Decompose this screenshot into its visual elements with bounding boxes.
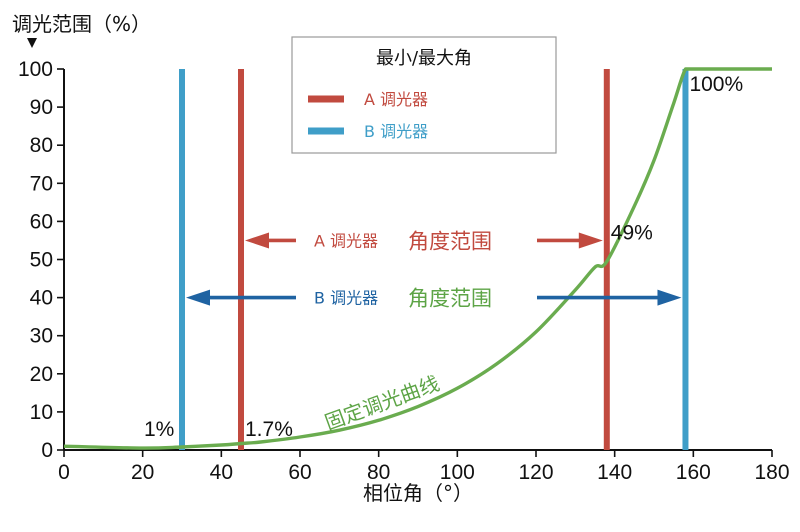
- arrow-left-icon: [245, 232, 269, 249]
- legend-item-label: B 调光器: [364, 122, 428, 141]
- data-label: 1.7%: [245, 418, 293, 441]
- y-tick-label: 40: [30, 287, 53, 310]
- legend: 最小/最大角 A 调光器 B 调光器: [291, 36, 557, 154]
- x-tick-label: 160: [676, 461, 711, 484]
- range-label: 角度范围: [408, 287, 492, 311]
- curve-series: [63, 67, 772, 450]
- y-tick-label: 60: [30, 210, 53, 233]
- y-axis-label: 调光范围（%）: [12, 12, 151, 36]
- data-label: 49%: [611, 221, 653, 244]
- data-label: 100%: [689, 73, 743, 96]
- x-tick-label: 100: [440, 461, 475, 484]
- y-tick-label: 0: [41, 439, 53, 462]
- annotations: 1% 1.7% 49% 100%: [144, 73, 743, 441]
- legend-title: 最小/最大角: [376, 48, 472, 69]
- tick-labels: 0 10 20 30 40 50 60 70 80 90 100 0 20 40 60 80 100 120 140…: [18, 58, 790, 484]
- x-tick-label: 20: [131, 461, 154, 484]
- arrow-right-icon: [578, 232, 603, 249]
- fixed-dimming-curve: [63, 67, 772, 450]
- y-tick-label: 80: [30, 134, 53, 157]
- y-tick-label: 90: [30, 96, 53, 119]
- y-tick-label: 50: [30, 249, 53, 272]
- data-label: 1%: [144, 418, 174, 441]
- range-label: 角度范围: [408, 229, 492, 253]
- y-tick-label: 100: [18, 58, 53, 81]
- arrow-right-icon: [657, 289, 682, 306]
- x-axis-label: 相位角（°）: [363, 481, 473, 505]
- x-tick-label: 0: [58, 461, 70, 484]
- x-tick-label: 180: [754, 461, 789, 484]
- range-dimmer-label: A 调光器: [314, 231, 378, 250]
- legend-item-label: A 调光器: [364, 90, 428, 109]
- x-tick-label: 60: [288, 461, 311, 484]
- y-tick-label: 20: [30, 363, 53, 386]
- x-tick-label: 40: [210, 461, 233, 484]
- y-axis-arrow-icon: [27, 38, 37, 48]
- y-tick-label: 70: [30, 172, 53, 195]
- triangle-down-icon: [27, 38, 37, 48]
- x-tick-label: 120: [518, 461, 553, 484]
- range-dimmer-label: B 调光器: [314, 289, 378, 308]
- y-tick-label: 30: [30, 325, 53, 348]
- x-tick-label: 140: [597, 461, 632, 484]
- x-tick-label: 80: [367, 461, 390, 484]
- y-tick-label: 10: [30, 401, 53, 424]
- vertical-lines: [179, 69, 689, 450]
- arrow-left-icon: [186, 289, 210, 306]
